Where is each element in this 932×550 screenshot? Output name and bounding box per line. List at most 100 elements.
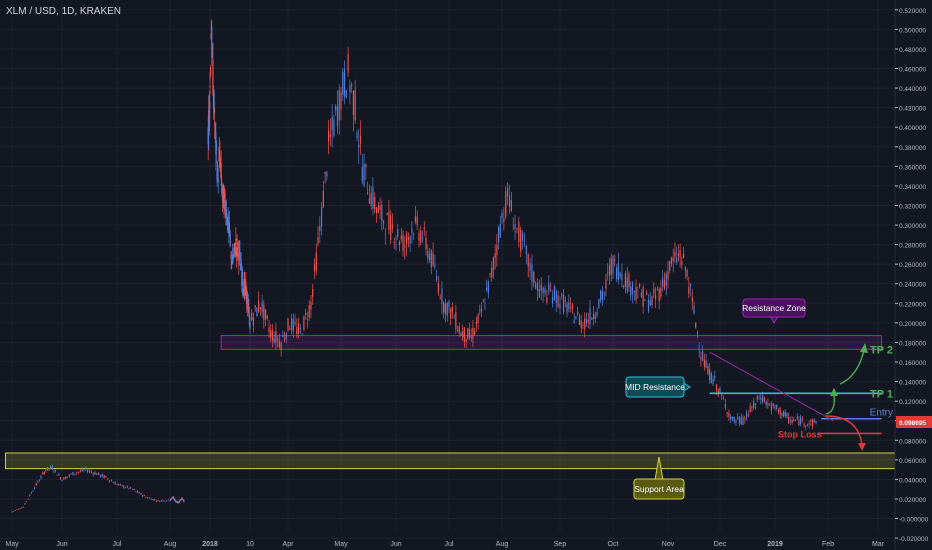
candle-body <box>742 417 744 425</box>
candle-body <box>363 163 365 186</box>
candle-body <box>533 271 535 284</box>
candle-body <box>496 245 498 255</box>
candle-body <box>85 467 87 470</box>
candle-body <box>696 332 699 334</box>
candle-body <box>110 480 113 482</box>
candle-body <box>788 417 790 424</box>
callout-box <box>742 298 806 318</box>
price-axis-label: -0.000000 <box>899 517 929 524</box>
candle-body <box>109 480 111 482</box>
tp1-label: TP 1 <box>870 388 893 400</box>
candle-body <box>614 259 616 262</box>
support-area-callout: Support Area <box>633 456 685 500</box>
candle-body <box>214 121 216 126</box>
candle-body <box>345 90 347 98</box>
candle-body <box>249 321 251 330</box>
candle-body <box>379 206 381 211</box>
candle-body <box>351 84 353 87</box>
candle-body <box>172 496 174 498</box>
arrow-path <box>839 349 865 385</box>
candle-body <box>365 163 367 168</box>
candle-body <box>329 134 331 137</box>
candle-body <box>238 256 240 265</box>
candle-body <box>61 479 63 481</box>
candle-body <box>450 308 452 319</box>
candle-body <box>209 101 211 110</box>
candle-body <box>784 411 786 416</box>
candle-body <box>420 230 422 243</box>
price-axis-label: 0.060000 <box>899 458 926 465</box>
candle-body <box>319 226 321 232</box>
candle-body <box>619 272 621 278</box>
candle-body <box>101 474 103 477</box>
price-axis-label: 0.020000 <box>899 497 926 504</box>
candle-body <box>287 318 289 331</box>
candle-body <box>173 498 175 500</box>
time-axis-label: Nov <box>662 541 675 548</box>
candle-body <box>229 241 232 243</box>
candle-body <box>777 410 780 413</box>
candle-body <box>637 296 639 298</box>
candle-body <box>423 227 425 229</box>
symbol-title: XLM / USD, 1D, KRAKEN <box>6 6 122 17</box>
candle-body <box>342 71 344 96</box>
candle-body <box>568 302 570 310</box>
candle-body <box>646 292 648 295</box>
candle-body <box>142 495 144 497</box>
candle-body <box>686 269 688 277</box>
candle-body <box>397 229 399 237</box>
candle-body <box>640 293 642 298</box>
candle-body <box>155 500 157 502</box>
candle-body <box>578 315 581 325</box>
candle-body <box>157 500 159 502</box>
candle-body <box>737 416 739 420</box>
candle-body <box>317 237 319 244</box>
candle-body <box>224 189 226 195</box>
candle-body <box>601 290 603 301</box>
price-axis-label: 0.320000 <box>899 203 926 210</box>
candle-body <box>570 302 572 304</box>
candle-body <box>54 470 57 471</box>
candle-body <box>531 264 533 282</box>
candle-body <box>21 507 23 509</box>
candle-body <box>688 286 690 294</box>
callout-text: Support Area <box>634 484 684 494</box>
price-axis-label: 0.040000 <box>899 477 926 484</box>
candle-body <box>482 301 484 303</box>
candle-body <box>555 291 557 303</box>
candle-body <box>372 187 374 209</box>
candle-body <box>118 484 120 485</box>
candle-body <box>154 499 156 501</box>
candle-body <box>691 297 693 302</box>
candle-body <box>600 291 602 300</box>
candle-body <box>140 493 142 495</box>
price-axis-label: 0.140000 <box>899 380 926 387</box>
candle-body <box>769 404 771 406</box>
candle-body <box>214 126 216 131</box>
candle-body <box>232 253 235 259</box>
candle-body <box>660 287 662 297</box>
candle-body <box>730 416 732 420</box>
candle-body <box>92 472 94 475</box>
candle-body <box>377 205 379 214</box>
candle-body <box>635 286 637 300</box>
candle-body <box>512 228 514 230</box>
candle-body <box>647 299 650 312</box>
candle-body <box>510 199 512 211</box>
price-axis-label: 0.400000 <box>899 125 926 132</box>
candle-body <box>273 337 275 342</box>
candle-body <box>413 233 415 235</box>
candle-body <box>564 300 566 302</box>
candle-body <box>361 166 363 182</box>
candle-body <box>32 490 34 492</box>
candle-body <box>553 286 555 300</box>
candle-body <box>760 397 762 400</box>
candle-body <box>670 257 673 264</box>
candle-body <box>277 338 279 341</box>
candle-body <box>544 288 546 294</box>
candle-body <box>654 295 657 299</box>
candle-body <box>370 193 372 206</box>
candle-body <box>770 402 773 411</box>
candle-body <box>430 250 432 268</box>
